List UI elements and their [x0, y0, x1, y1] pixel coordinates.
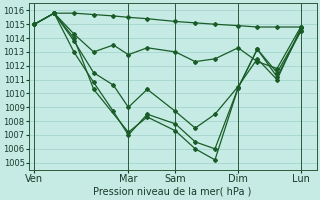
X-axis label: Pression niveau de la mer( hPa ): Pression niveau de la mer( hPa ) [93, 187, 252, 197]
